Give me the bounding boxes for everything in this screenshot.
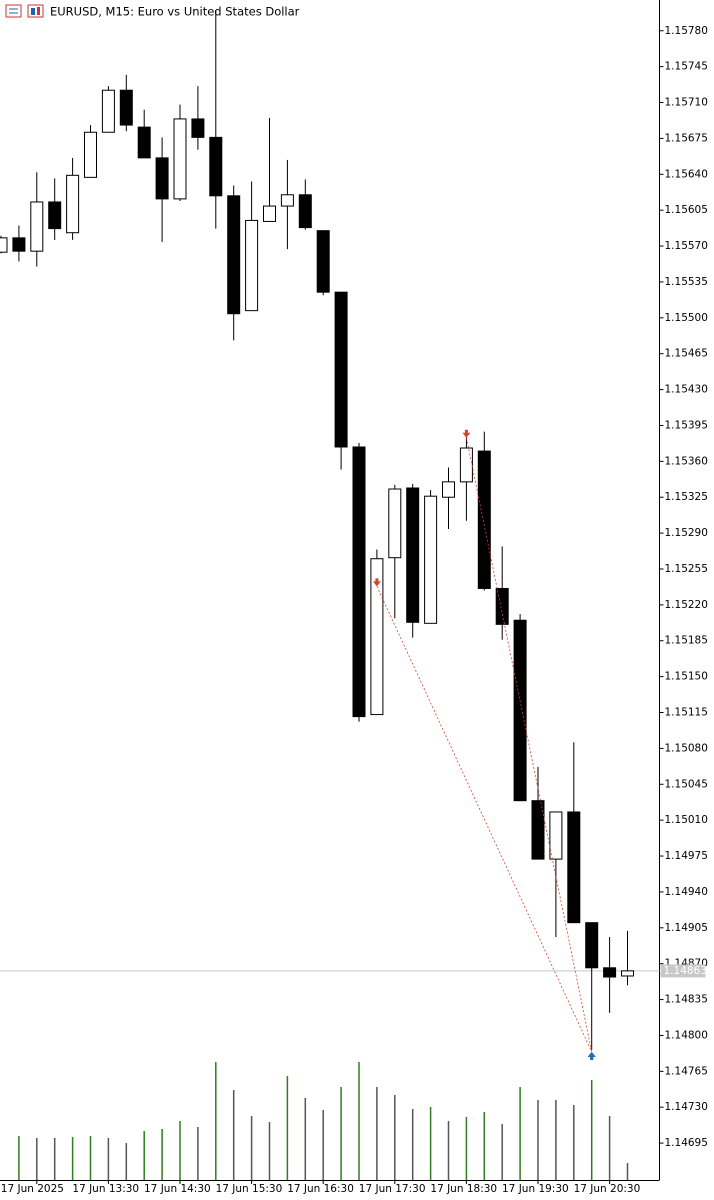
candle-body <box>245 219 259 312</box>
x-tick-label: 17 Jun 13:30 <box>72 1183 139 1195</box>
candle-body <box>406 487 420 623</box>
candle-body <box>119 89 133 126</box>
candle-body <box>227 195 241 315</box>
candle-body <box>352 446 366 718</box>
candle-body <box>549 811 563 860</box>
y-tick-label: 1.15710 <box>665 97 708 109</box>
y-tick-label: 1.15255 <box>665 563 708 575</box>
candle-body <box>334 291 348 448</box>
y-tick-label: 1.15290 <box>665 527 708 539</box>
y-tick-label: 1.14940 <box>665 886 708 898</box>
y-tick-label: 1.15465 <box>665 348 708 360</box>
x-tick-label: 17 Jun 16:30 <box>287 1183 354 1195</box>
candle-body <box>263 205 276 222</box>
y-tick-label: 1.15045 <box>665 778 708 790</box>
y-tick-label: 1.14695 <box>665 1137 708 1149</box>
x-tick-label: 17 Jun 2025 <box>1 1183 64 1195</box>
y-tick-label: 1.15745 <box>665 61 708 73</box>
candle-body <box>424 495 438 624</box>
candle-body <box>585 922 599 969</box>
y-tick-label: 1.14800 <box>665 1029 708 1041</box>
candle-body <box>513 619 527 802</box>
y-tick-label: 1.15185 <box>665 635 708 647</box>
y-tick-label: 1.14975 <box>665 850 708 862</box>
y-tick-label: 1.15150 <box>665 671 708 683</box>
y-tick-label: 1.15360 <box>665 455 708 467</box>
y-tick-label: 1.15115 <box>665 707 708 719</box>
y-tick-label: 1.15430 <box>665 384 708 396</box>
candle-body <box>155 157 169 200</box>
y-tick-label: 1.15570 <box>665 240 708 252</box>
candle-body <box>459 447 473 483</box>
candle-body <box>442 481 455 498</box>
candle-body <box>30 201 44 252</box>
trade-line <box>376 586 593 1053</box>
sell-arrow <box>372 578 381 587</box>
x-tick-label: 17 Jun 19:30 <box>502 1183 569 1195</box>
icon-bar <box>31 8 35 15</box>
icon-chart <box>27 4 44 18</box>
y-tick-label: 1.15395 <box>665 419 708 431</box>
candle-body <box>531 800 545 860</box>
candle-body <box>280 194 294 207</box>
candle-body <box>477 450 491 589</box>
chart-title: EURUSD, M15: Euro vs United States Dolla… <box>50 5 300 19</box>
y-tick-label: 1.14835 <box>665 994 708 1006</box>
candle-body <box>173 118 187 200</box>
y-tick-label: 1.15080 <box>665 742 708 754</box>
x-tick-label: 17 Jun 18:30 <box>430 1183 497 1195</box>
y-tick-label: 1.15500 <box>665 312 708 324</box>
x-tick-label: 17 Jun 20:30 <box>574 1183 641 1195</box>
y-tick-label: 1.15535 <box>665 276 708 288</box>
toolbar-icons <box>5 4 44 18</box>
candle-body <box>66 174 80 234</box>
candle-body <box>388 488 402 559</box>
candle-body <box>209 136 223 197</box>
candle-body <box>567 811 581 924</box>
y-tick-label: 1.14765 <box>665 1065 708 1077</box>
candle-body <box>137 126 151 159</box>
y-tick-label: 1.15675 <box>665 132 708 144</box>
y-tick-label: 1.15780 <box>665 25 708 37</box>
current-price-box <box>660 964 706 978</box>
y-tick-label: 1.15640 <box>665 168 708 180</box>
candle-body <box>12 237 26 252</box>
sell-arrow <box>462 429 471 438</box>
candle-body <box>0 237 8 253</box>
current-price-label: 1.14863 <box>664 965 707 977</box>
y-tick-label: 1.15010 <box>665 814 708 826</box>
icon-menu <box>5 4 22 18</box>
x-tick-label: 17 Jun 14:30 <box>144 1183 211 1195</box>
candle-body <box>298 194 312 229</box>
y-tick-label: 1.14730 <box>665 1101 708 1113</box>
x-tick-label: 17 Jun 17:30 <box>359 1183 426 1195</box>
candle-body <box>84 131 97 178</box>
candle-body <box>370 558 384 716</box>
trade-line <box>466 437 593 1052</box>
candle-body <box>495 587 509 625</box>
candle-body <box>603 967 617 978</box>
y-tick-label: 1.15325 <box>665 491 708 503</box>
buy-arrow <box>587 1051 596 1060</box>
candle-body <box>191 118 205 138</box>
y-tick-label: 1.15605 <box>665 204 708 216</box>
icon-bar <box>37 7 40 15</box>
y-tick-label: 1.15220 <box>665 599 708 611</box>
candle-body <box>101 89 115 133</box>
candle-body <box>621 970 634 977</box>
x-tick-label: 17 Jun 15:30 <box>216 1183 283 1195</box>
candle-body <box>48 201 62 230</box>
candle-body <box>316 230 330 293</box>
y-tick-label: 1.14905 <box>665 922 708 934</box>
